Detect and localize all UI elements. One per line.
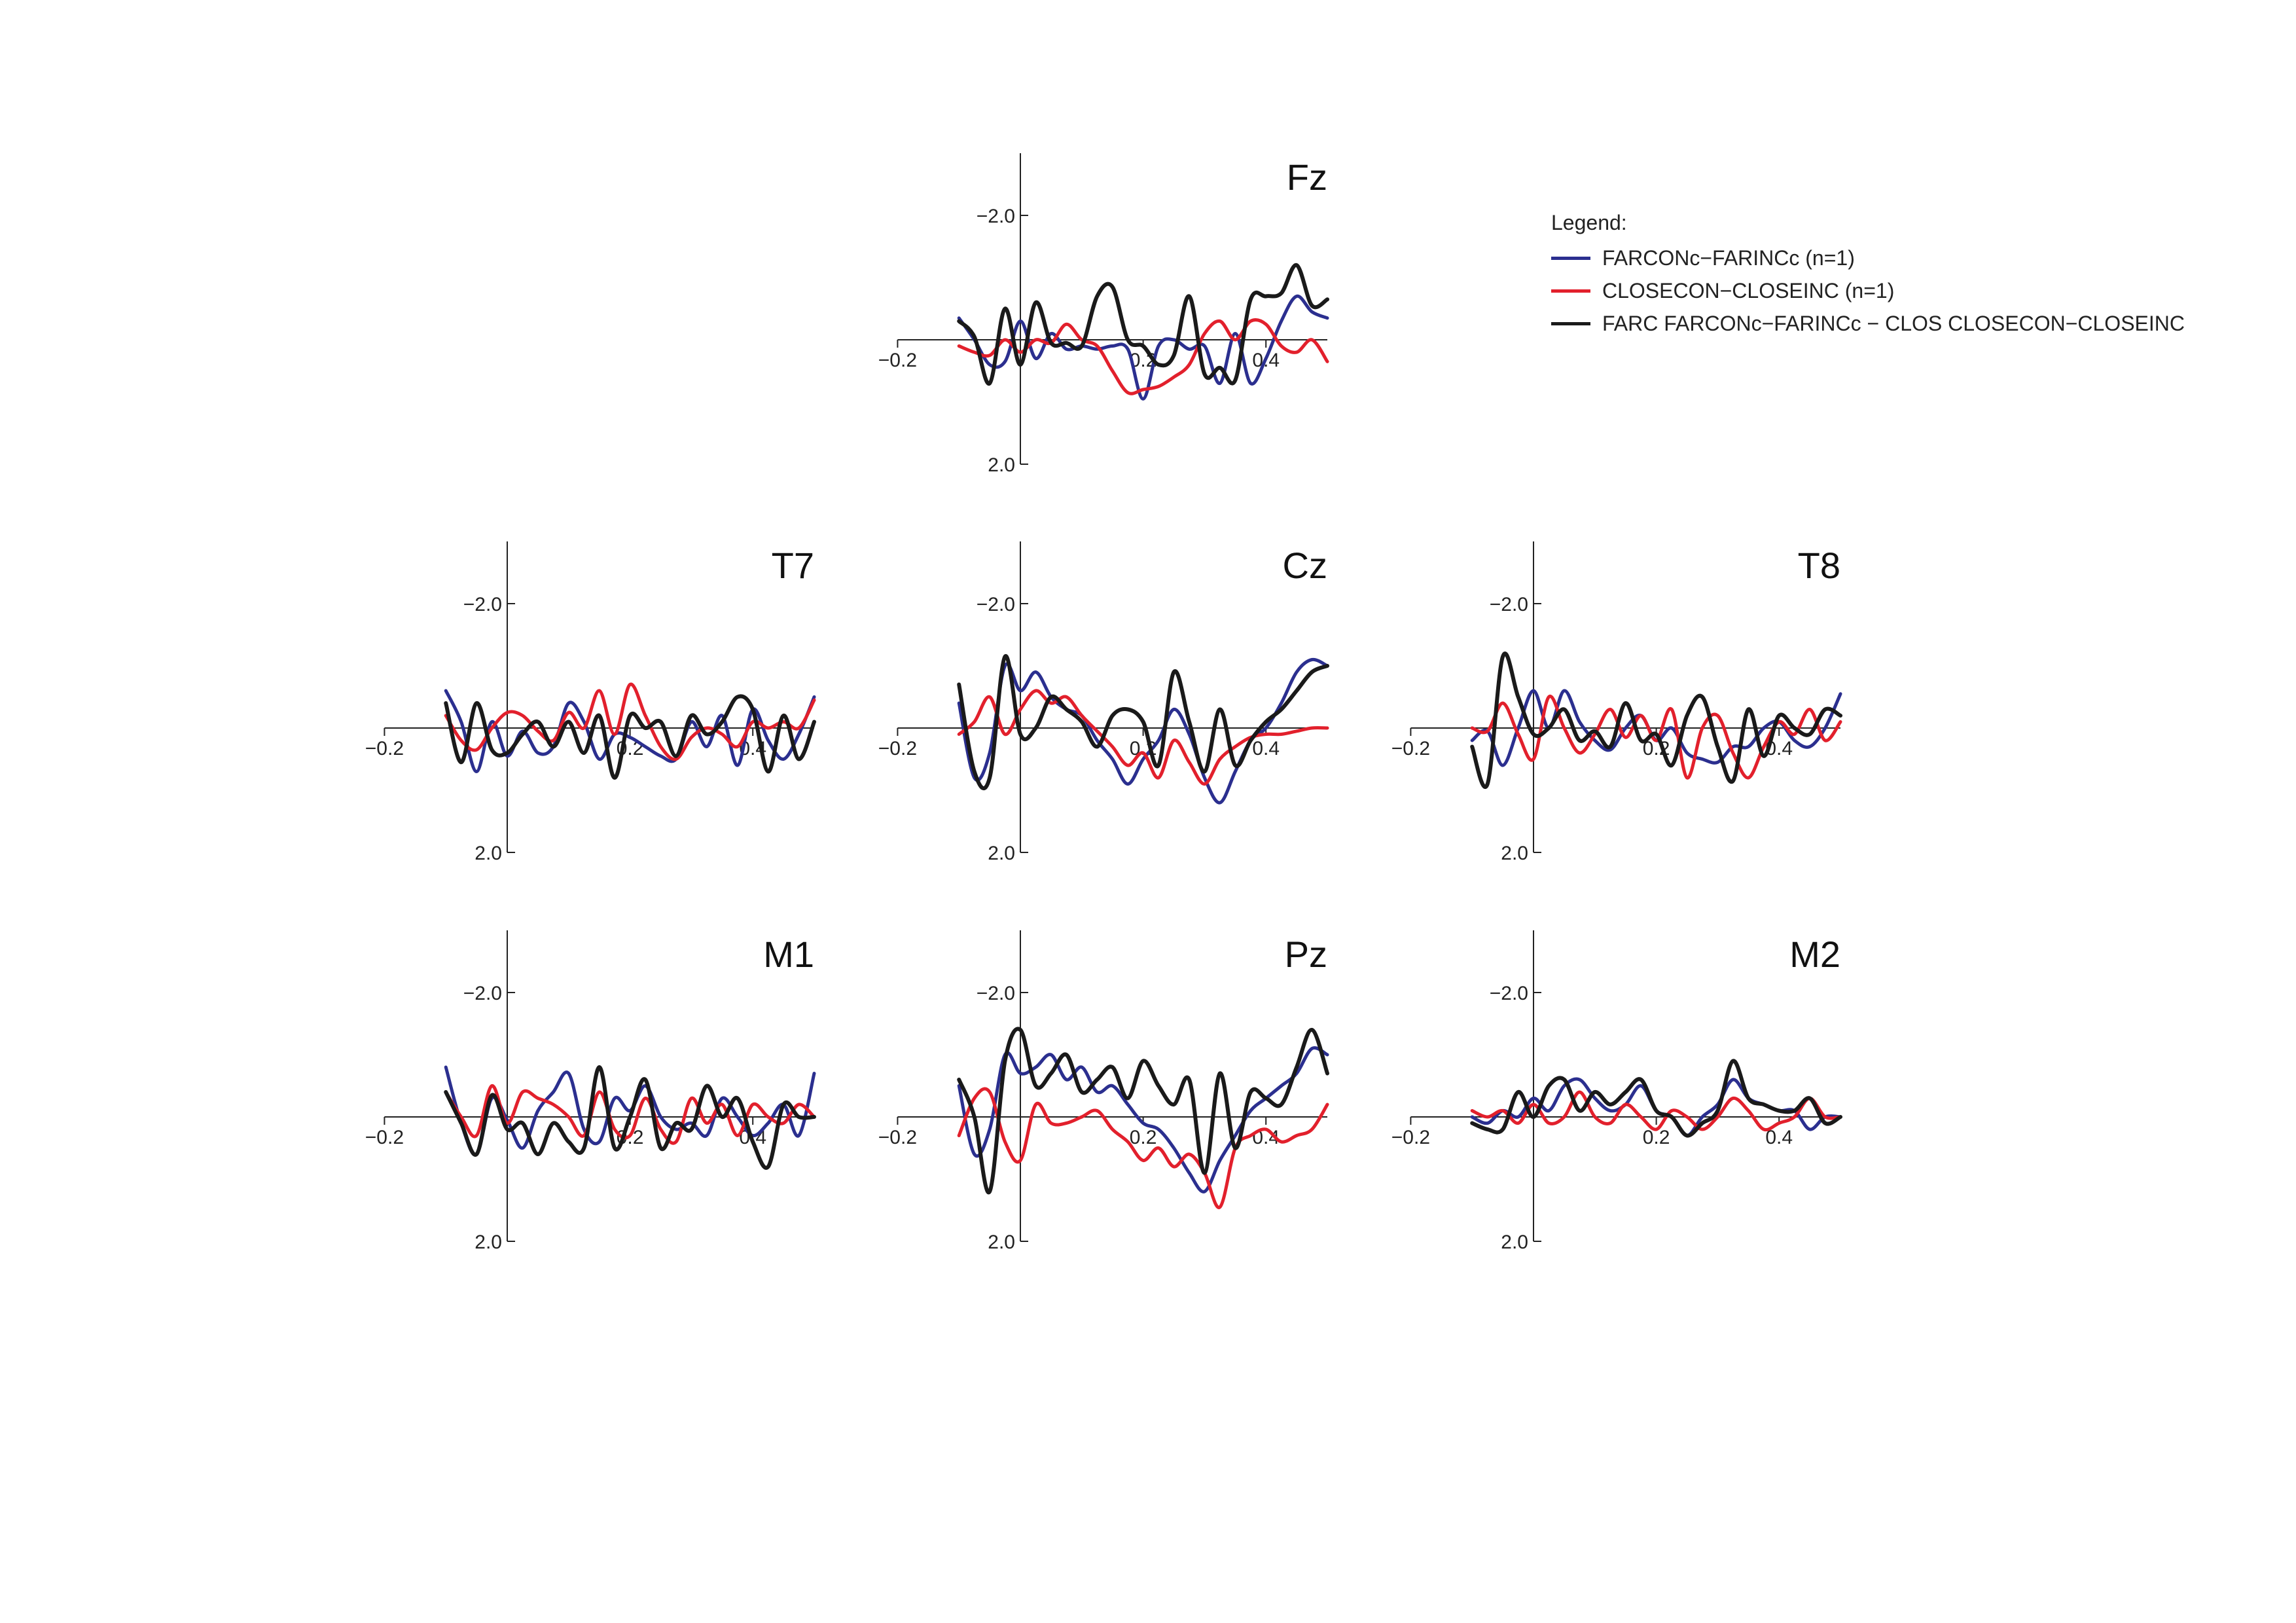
legend-swatch-red	[1551, 289, 1590, 293]
y-tick-label: 2.0	[475, 1231, 502, 1253]
y-tick-label: −2.0	[463, 594, 502, 615]
series-line-2	[957, 318, 1329, 395]
panel-pz: −0.2 0.2 0.4−2.02.0Pz	[878, 930, 1329, 1253]
x-tick-label: −0.2	[1391, 1127, 1430, 1148]
series-line-2	[957, 689, 1329, 786]
panel-cz: −0.2 0.2 0.4−2.02.0Cz	[878, 541, 1329, 864]
y-tick-label: 2.0	[988, 843, 1015, 864]
series-line-1	[957, 294, 1329, 401]
panel-title: Pz	[1285, 934, 1327, 975]
x-tick-label: −0.2	[1391, 738, 1430, 759]
x-tick-label: −0.2	[365, 1127, 404, 1148]
panel-m2: −0.2 0.2 0.4−2.02.0M2	[1391, 930, 1842, 1253]
legend-label: FARCONc−FARINCc (n=1)	[1602, 246, 1855, 270]
series-line-3	[957, 1027, 1329, 1195]
legend-label: FARC FARCONc−FARINCc − CLOS CLOSECON−CLO…	[1602, 311, 2185, 335]
series-line-3	[444, 1065, 816, 1170]
x-tick-label: −0.2	[365, 738, 404, 759]
legend: Legend: FARCONc−FARINCc (n=1) CLOSECON−C…	[1551, 211, 2185, 340]
y-tick-label: −2.0	[1490, 983, 1528, 1004]
y-tick-label: −2.0	[977, 594, 1015, 615]
y-tick-label: 2.0	[1501, 843, 1528, 864]
series-line-3	[1470, 651, 1842, 789]
y-tick-label: −2.0	[1490, 594, 1528, 615]
series-line-2	[957, 1087, 1329, 1209]
panel-t7: −0.2 0.2 0.4−2.02.0T7	[365, 541, 816, 864]
series-line-3	[1470, 1059, 1842, 1138]
series-line-2	[444, 1084, 816, 1145]
panel-title: M1	[763, 934, 814, 975]
x-tick-label: −0.2	[878, 1127, 917, 1148]
series-line-3	[444, 694, 816, 780]
panel-title: T8	[1798, 545, 1840, 586]
series-line-2	[444, 682, 816, 761]
series-line-3	[957, 654, 1329, 790]
panel-title: Fz	[1287, 156, 1327, 198]
y-tick-label: 2.0	[475, 843, 502, 864]
legend-swatch-blue	[1551, 256, 1590, 260]
legend-item-closecon: CLOSECON−CLOSEINC (n=1)	[1551, 274, 2185, 307]
y-tick-label: −2.0	[463, 983, 502, 1004]
y-tick-label: −2.0	[977, 983, 1015, 1004]
panel-title: M2	[1789, 934, 1840, 975]
x-tick-label: 0.4	[1252, 738, 1280, 759]
legend-item-difference: FARC FARCONc−FARINCc − CLOS CLOSECON−CLO…	[1551, 307, 2185, 340]
legend-swatch-black	[1551, 321, 1590, 325]
y-tick-label: 2.0	[988, 454, 1015, 476]
legend-title: Legend:	[1551, 211, 1627, 234]
panel-title: Cz	[1283, 545, 1327, 586]
x-tick-label: −0.2	[878, 350, 917, 371]
series-line-2	[1470, 1090, 1842, 1132]
y-tick-label: 2.0	[1501, 1231, 1528, 1253]
y-tick-label: −2.0	[977, 206, 1015, 227]
y-tick-label: 2.0	[988, 1231, 1015, 1253]
series-line-3	[957, 263, 1329, 386]
panel-title: T7	[772, 545, 814, 586]
x-tick-label: 0.2	[1130, 1127, 1157, 1148]
legend-label: CLOSECON−CLOSEINC (n=1)	[1602, 278, 1895, 302]
x-tick-label: −0.2	[878, 738, 917, 759]
panel-t8: −0.2 0.2 0.4−2.02.0T8	[1391, 541, 1842, 864]
panel-m1: −0.2 0.2 0.4−2.02.0M1	[365, 930, 816, 1253]
panel-fz: −0.2 0.2 0.4−2.02.0Fz	[878, 153, 1329, 476]
legend-item-farcon: FARCONc−FARINCc (n=1)	[1551, 242, 2185, 274]
